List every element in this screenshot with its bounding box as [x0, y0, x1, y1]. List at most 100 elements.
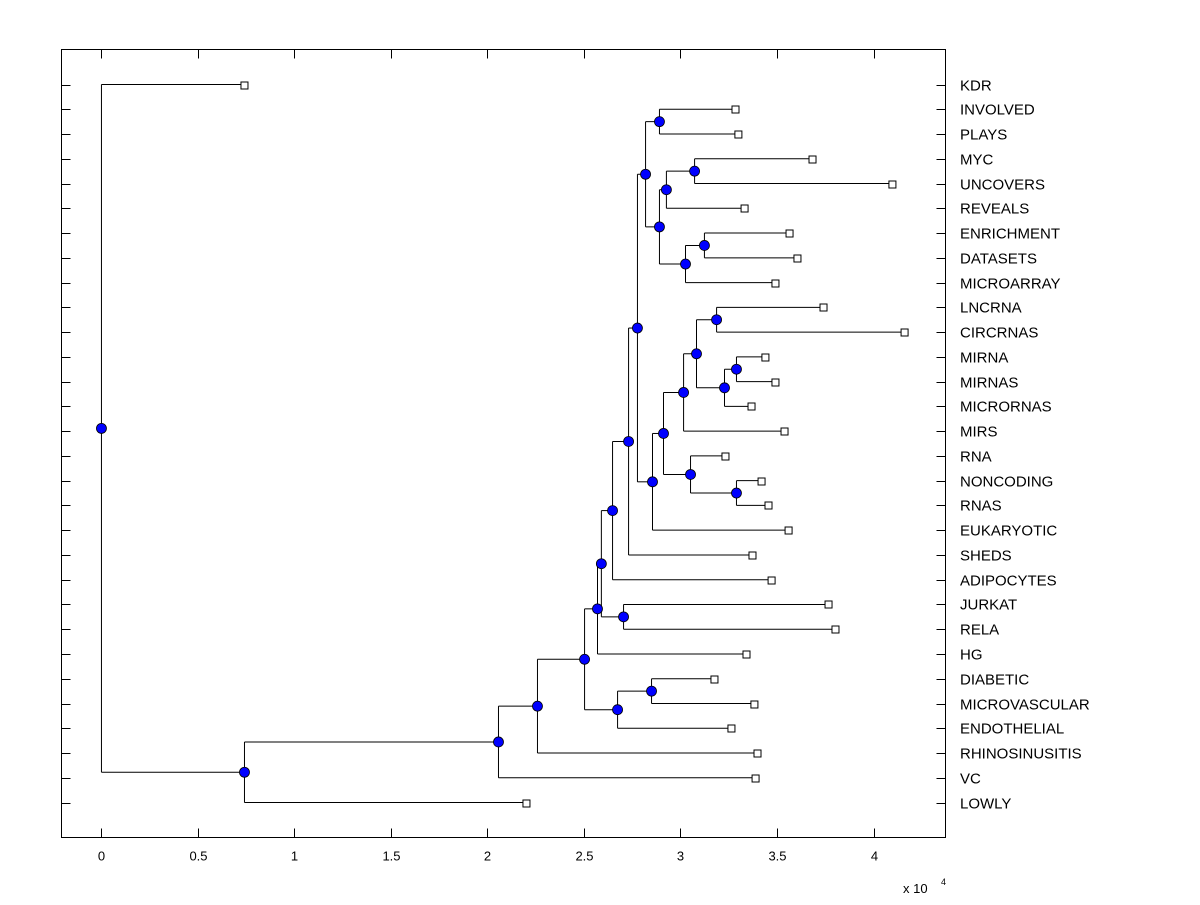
leaf-node-marker	[748, 551, 757, 560]
internal-node-marker	[699, 240, 710, 251]
leaf-node-marker	[710, 675, 719, 684]
leaf-node-marker	[757, 477, 766, 486]
x-tick-label: 3	[677, 849, 684, 864]
x-tick-label: 1.5	[382, 849, 400, 864]
x-tick-label: 3.5	[768, 849, 786, 864]
leaf-label-circrnas: CIRCRNAS	[960, 325, 1038, 342]
leaf-label-microvascular: MICROVASCULAR	[960, 697, 1090, 714]
leaf-node-marker	[808, 155, 817, 164]
leaf-label-uncovers: UNCOVERS	[960, 177, 1045, 194]
internal-node-marker	[623, 436, 634, 447]
internal-node-marker	[711, 314, 722, 326]
internal-node-marker	[731, 363, 742, 375]
x-tick-label: 2	[484, 849, 491, 864]
internal-node-marker	[685, 469, 696, 480]
leaf-label-lowly: LOWLY	[960, 796, 1011, 813]
leaf-node-marker	[753, 749, 762, 758]
leaf-label-involved: INVOLVED	[960, 102, 1035, 119]
tree-nodes	[96, 81, 909, 808]
internal-node-marker	[607, 505, 618, 516]
internal-node-marker	[647, 476, 658, 488]
leaf-label-plays: PLAYS	[960, 127, 1007, 144]
internal-node-marker	[658, 428, 669, 439]
internal-node-marker	[691, 348, 702, 360]
leaf-label-rnas: RNAS	[960, 498, 1002, 515]
leaf-label-vc: VC	[960, 771, 981, 788]
internal-node-marker	[579, 653, 590, 665]
leaf-node-marker	[742, 650, 751, 659]
leaf-node-marker	[771, 279, 780, 288]
leaf-node-marker	[888, 180, 897, 189]
leaf-node-marker	[831, 625, 840, 634]
leaf-node-marker	[750, 700, 759, 709]
leaf-node-marker	[771, 378, 780, 387]
internal-node-marker	[632, 322, 643, 334]
internal-node-marker	[595, 558, 607, 570]
leaf-label-mirna: MIRNA	[960, 350, 1008, 367]
leaf-node-marker	[900, 328, 909, 337]
leaf-node-marker	[819, 303, 828, 312]
x-tick-label: 1	[291, 849, 298, 864]
internal-node-marker	[96, 422, 107, 434]
leaf-label-hg: HG	[960, 647, 983, 664]
leaf-node-marker	[761, 353, 770, 362]
internal-node-marker	[719, 382, 730, 394]
internal-node-marker	[661, 184, 672, 196]
leaf-node-marker	[727, 724, 736, 733]
x-tick-label: 2.5	[575, 849, 593, 864]
leaf-label-eukaryotic: EUKARYOTIC	[960, 523, 1057, 540]
internal-node-marker	[640, 168, 651, 180]
internal-node-marker	[532, 700, 543, 712]
internal-node-marker	[689, 165, 700, 177]
internal-node-marker	[680, 258, 691, 270]
leaf-label-noncoding: NONCODING	[960, 474, 1053, 491]
axis-ticks: 0 0.5 1 1.5 2 2.5 3 3.5 4	[61, 49, 946, 864]
leaf-node-marker	[721, 452, 730, 461]
leaf-node-marker	[740, 204, 749, 213]
leaf-node-marker	[747, 402, 756, 411]
leaf-label-rela: RELA	[960, 622, 999, 639]
leaf-label-rhinosinusitis: RHINOSINUSITIS	[960, 746, 1082, 763]
leaf-label-mirs: MIRS	[960, 424, 998, 441]
leaf-label-microarray: MICROARRAY	[960, 276, 1061, 293]
internal-node-marker	[239, 766, 250, 778]
leaf-node-marker	[793, 254, 802, 263]
leaf-node-marker	[780, 427, 789, 436]
internal-node-marker	[678, 387, 689, 398]
leaf-label-datasets: DATASETS	[960, 251, 1037, 268]
leaf-label-micrornas: MICRORNAS	[960, 399, 1052, 416]
leaf-label-diabetic: DIABETIC	[960, 672, 1029, 689]
internal-node-marker	[654, 221, 665, 233]
leaf-label-myc: MYC	[960, 152, 994, 169]
leaf-node-marker	[240, 81, 249, 90]
leaf-label-jurkat: JURKAT	[960, 597, 1017, 614]
leaf-node-marker	[824, 600, 833, 609]
internal-node-marker	[612, 704, 623, 716]
x-multiplier-label: x 10	[903, 881, 928, 896]
x-tick-label: 4	[871, 849, 878, 864]
leaf-node-marker	[767, 576, 776, 585]
x-tick-label: 0.5	[189, 849, 207, 864]
leaf-label-kdr: KDR	[960, 78, 992, 95]
leaf-node-marker	[731, 105, 740, 114]
leaf-label-rna: RNA	[960, 449, 992, 466]
internal-node-marker	[646, 685, 657, 697]
leaf-label-reveals: REVEALS	[960, 201, 1029, 218]
internal-node-marker	[654, 116, 665, 128]
leaf-node-marker	[785, 229, 794, 238]
leaf-label-mirnas: MIRNAS	[960, 375, 1018, 392]
internal-node-marker	[493, 736, 504, 748]
axes-box	[61, 49, 946, 838]
leaf-node-marker	[751, 774, 760, 783]
internal-node-marker	[618, 611, 629, 623]
leaf-label-endothelial: ENDOTHELIAL	[960, 721, 1064, 738]
leaf-node-marker	[784, 526, 793, 535]
leaf-node-marker	[764, 501, 773, 510]
leaf-node-marker	[522, 799, 531, 808]
leaf-label-lncrna: LNCRNA	[960, 300, 1022, 317]
leaf-label-adipocytes: ADIPOCYTES	[960, 573, 1057, 590]
leaf-node-marker	[734, 130, 743, 139]
leaf-labels: KDR INVOLVED PLAYS MYC UNCOVERS REVEALS ENRICH…	[960, 78, 1090, 813]
leaf-label-enrichment: ENRICHMENT	[960, 226, 1060, 243]
